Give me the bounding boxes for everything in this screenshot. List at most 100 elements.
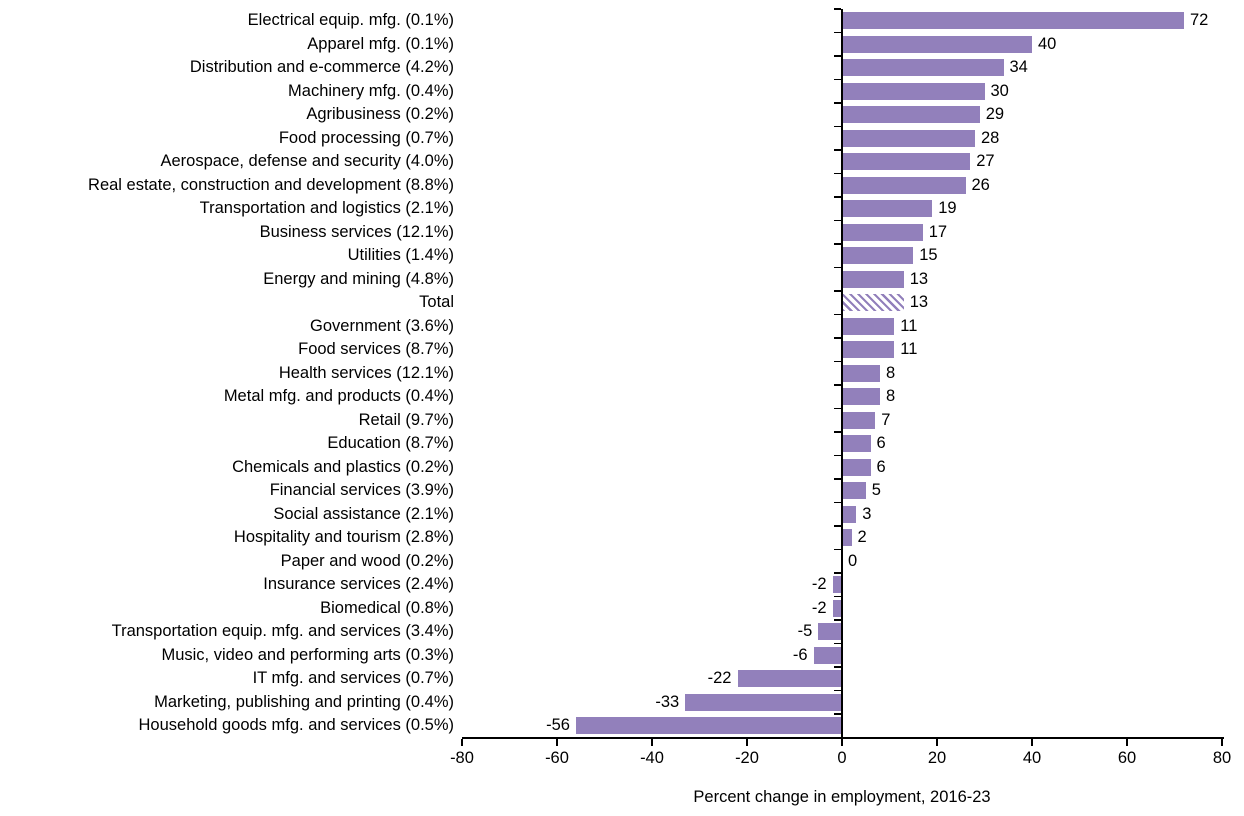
category-label: Retail (9.7%) [358, 410, 454, 429]
bar-area: 11 [462, 338, 1222, 362]
value-label: 40 [1038, 34, 1057, 53]
chart-row: Agribusiness (0.2%) 29 [0, 103, 1244, 127]
category-label: Distribution and e-commerce (4.2%) [189, 58, 454, 76]
bar [842, 247, 914, 265]
category-tick [834, 337, 841, 339]
chart-row: Machinery mfg. (0.4%) 30 [0, 80, 1244, 104]
category-label: Biomedical (0.8%) [320, 598, 454, 617]
x-axis-tick [556, 739, 558, 746]
x-axis-tick [1031, 739, 1033, 746]
category-tick [834, 619, 841, 621]
bar [842, 35, 1032, 53]
value-label: 5 [871, 481, 881, 499]
bar-area: -33 [462, 691, 1222, 715]
category-label: Food processing (0.7%) [278, 128, 454, 147]
category-tick [834, 360, 841, 363]
bar-area: 40 [462, 33, 1222, 57]
bar [842, 223, 923, 241]
value-label: -2 [811, 598, 827, 617]
category-label: Music, video and performing arts (0.3%) [161, 645, 454, 664]
value-label: 8 [886, 387, 896, 405]
category-tick [834, 384, 841, 386]
category-label: Food services (8.7%) [298, 340, 454, 358]
chart-row: Household goods mfg. and services (0.5%)… [0, 714, 1244, 738]
bar [818, 623, 842, 641]
chart-rows: Electrical equip. mfg. (0.1%) 72 Apparel… [0, 9, 1244, 738]
category-tick [834, 31, 841, 34]
value-label: 29 [985, 105, 1005, 123]
bar-area: 27 [462, 150, 1222, 174]
category-label: Electrical equip. mfg. (0.1%) [247, 11, 454, 29]
bar [832, 599, 842, 617]
x-axis-tick [841, 739, 843, 746]
value-label: 28 [981, 128, 1000, 147]
chart-row: Health services (12.1%) 8 [0, 362, 1244, 386]
bar-area: 13 [462, 268, 1222, 292]
category-tick [834, 525, 841, 527]
category-tick [834, 196, 841, 198]
bar-area: -2 [462, 573, 1222, 597]
value-label: 26 [971, 175, 990, 194]
category-tick [834, 8, 841, 10]
category-tick [834, 454, 841, 457]
category-tick [834, 642, 841, 645]
chart-row: Aerospace, defense and security (4.0%) 2… [0, 150, 1244, 174]
x-axis-tick-label: 40 [1022, 749, 1042, 767]
chart-row: Real estate, construction and developmen… [0, 174, 1244, 198]
chart-row: Utilities (1.4%) 15 [0, 244, 1244, 268]
category-tick [834, 666, 841, 668]
category-label: Apparel mfg. (0.1%) [307, 34, 454, 53]
value-label: -33 [655, 692, 680, 711]
category-tick [834, 290, 841, 292]
category-label: Machinery mfg. (0.4%) [288, 81, 454, 100]
category-tick [834, 478, 841, 480]
value-label: 3 [862, 504, 872, 523]
bar-area: 6 [462, 456, 1222, 480]
category-tick [834, 78, 841, 81]
bar [842, 176, 966, 194]
value-label: 34 [1009, 58, 1028, 76]
value-label: 0 [848, 551, 858, 570]
bar-area: 34 [462, 56, 1222, 80]
bar [842, 505, 857, 523]
bar [842, 341, 895, 359]
zero-axis-line [841, 9, 843, 737]
bar [842, 364, 880, 382]
bar-area: 72 [462, 9, 1222, 33]
value-label: 19 [938, 199, 957, 217]
bar-area: 13 [462, 291, 1222, 315]
value-label: 30 [990, 81, 1009, 100]
x-axis-tick [936, 739, 938, 746]
category-label: Government (3.6%) [310, 316, 454, 335]
bar [842, 82, 985, 100]
bar-area: 3 [462, 503, 1222, 527]
category-tick [834, 407, 841, 410]
x-axis-tick [651, 739, 653, 746]
value-label: 2 [857, 528, 867, 546]
value-label: 6 [876, 457, 886, 476]
chart-row: Energy and mining (4.8%) 13 [0, 268, 1244, 292]
chart-row: Food services (8.7%) 11 [0, 338, 1244, 362]
chart-row: Transportation and logistics (2.1%) 19 [0, 197, 1244, 221]
bar [842, 529, 852, 547]
category-tick [834, 548, 841, 551]
chart-row: Electrical equip. mfg. (0.1%) 72 [0, 9, 1244, 33]
bar [832, 576, 842, 594]
x-axis-tick [1126, 739, 1128, 746]
bar-area: -5 [462, 620, 1222, 644]
category-label: Energy and mining (4.8%) [263, 269, 454, 288]
chart-row: Marketing, publishing and printing (0.4%… [0, 691, 1244, 715]
category-label: Agribusiness (0.2%) [306, 105, 454, 123]
category-label: Marketing, publishing and printing (0.4%… [154, 692, 454, 711]
bar [842, 59, 1004, 77]
bar [842, 129, 975, 147]
category-tick [834, 266, 841, 269]
category-label: Paper and wood (0.2%) [280, 551, 454, 570]
x-axis-tick-label: 20 [927, 749, 947, 767]
category-label: Transportation and logistics (2.1%) [199, 199, 454, 217]
category-tick [834, 431, 841, 433]
x-axis-title: Percent change in employment, 2016-23 [693, 788, 991, 806]
category-label: Aerospace, defense and security (4.0%) [160, 152, 455, 170]
bar [737, 670, 842, 688]
value-label: 17 [928, 222, 948, 241]
